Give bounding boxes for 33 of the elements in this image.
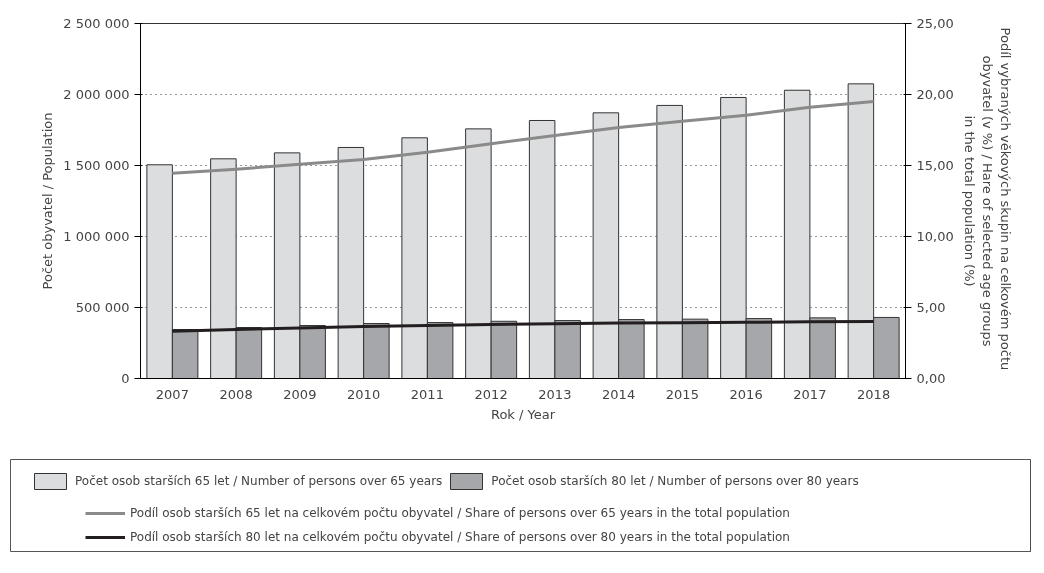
y2-tick-label: 20,00 [916, 87, 954, 102]
x-tick-label: 2014 [602, 386, 636, 402]
line-series [170, 320, 876, 333]
legend-label: Podíl osob starších 65 let na celkovém počtu obyvatel / Share of persons over 65 years in the total population [130, 506, 790, 520]
x-tick-label: 2009 [283, 386, 317, 402]
legend-label: Počet osob starších 80 let / Number of persons over 80 years [491, 474, 859, 488]
line-series [170, 99, 876, 175]
y-axis-title: Počet obyvatel / Population [40, 112, 56, 290]
y2-tick-label: 10,00 [916, 229, 954, 244]
y2-tick-label: 15,00 [916, 158, 954, 173]
x-tick-label: 2015 [665, 386, 699, 402]
x-tick-label: 2010 [347, 386, 381, 402]
legend-label: Podíl osob starších 80 let na celkovém počtu obyvatel / Share of persons over 80 years in the total population [130, 530, 790, 544]
x-tick-label: 2013 [538, 386, 572, 402]
x-tick-label: 2017 [793, 386, 827, 402]
y-tick-label: 0 [121, 371, 130, 386]
y2-tick-label: 25,00 [916, 16, 954, 31]
y-tick-label: 500 000 [75, 300, 130, 315]
x-tick-label: 2016 [729, 386, 763, 402]
y-tick-label: 1 000 000 [63, 229, 130, 244]
x-tick-label: 2018 [857, 386, 891, 402]
x-axis-title: Rok / Year [490, 406, 556, 422]
y2-tick-label: 5,00 [916, 300, 946, 315]
x-tick-label: 2011 [410, 386, 444, 402]
y2-tick-label: 0,00 [916, 371, 946, 386]
x-tick-label: 2007 [155, 386, 189, 402]
y2-axis-title: Podíl vybraných věkových skupin na celkovém počtu obyvatel (v %) / Hare of selected age groups in the total population (%) [961, 27, 1013, 371]
legend-label: Počet osob starších 65 let / Number of persons over 65 years [75, 474, 443, 488]
x-tick-label: 2012 [474, 386, 508, 402]
x-tick-label: 2008 [219, 386, 253, 402]
y-tick-label: 1 500 000 [63, 158, 130, 173]
y-tick-label: 2 500 000 [63, 16, 130, 31]
y-tick-label: 2 000 000 [63, 87, 130, 102]
